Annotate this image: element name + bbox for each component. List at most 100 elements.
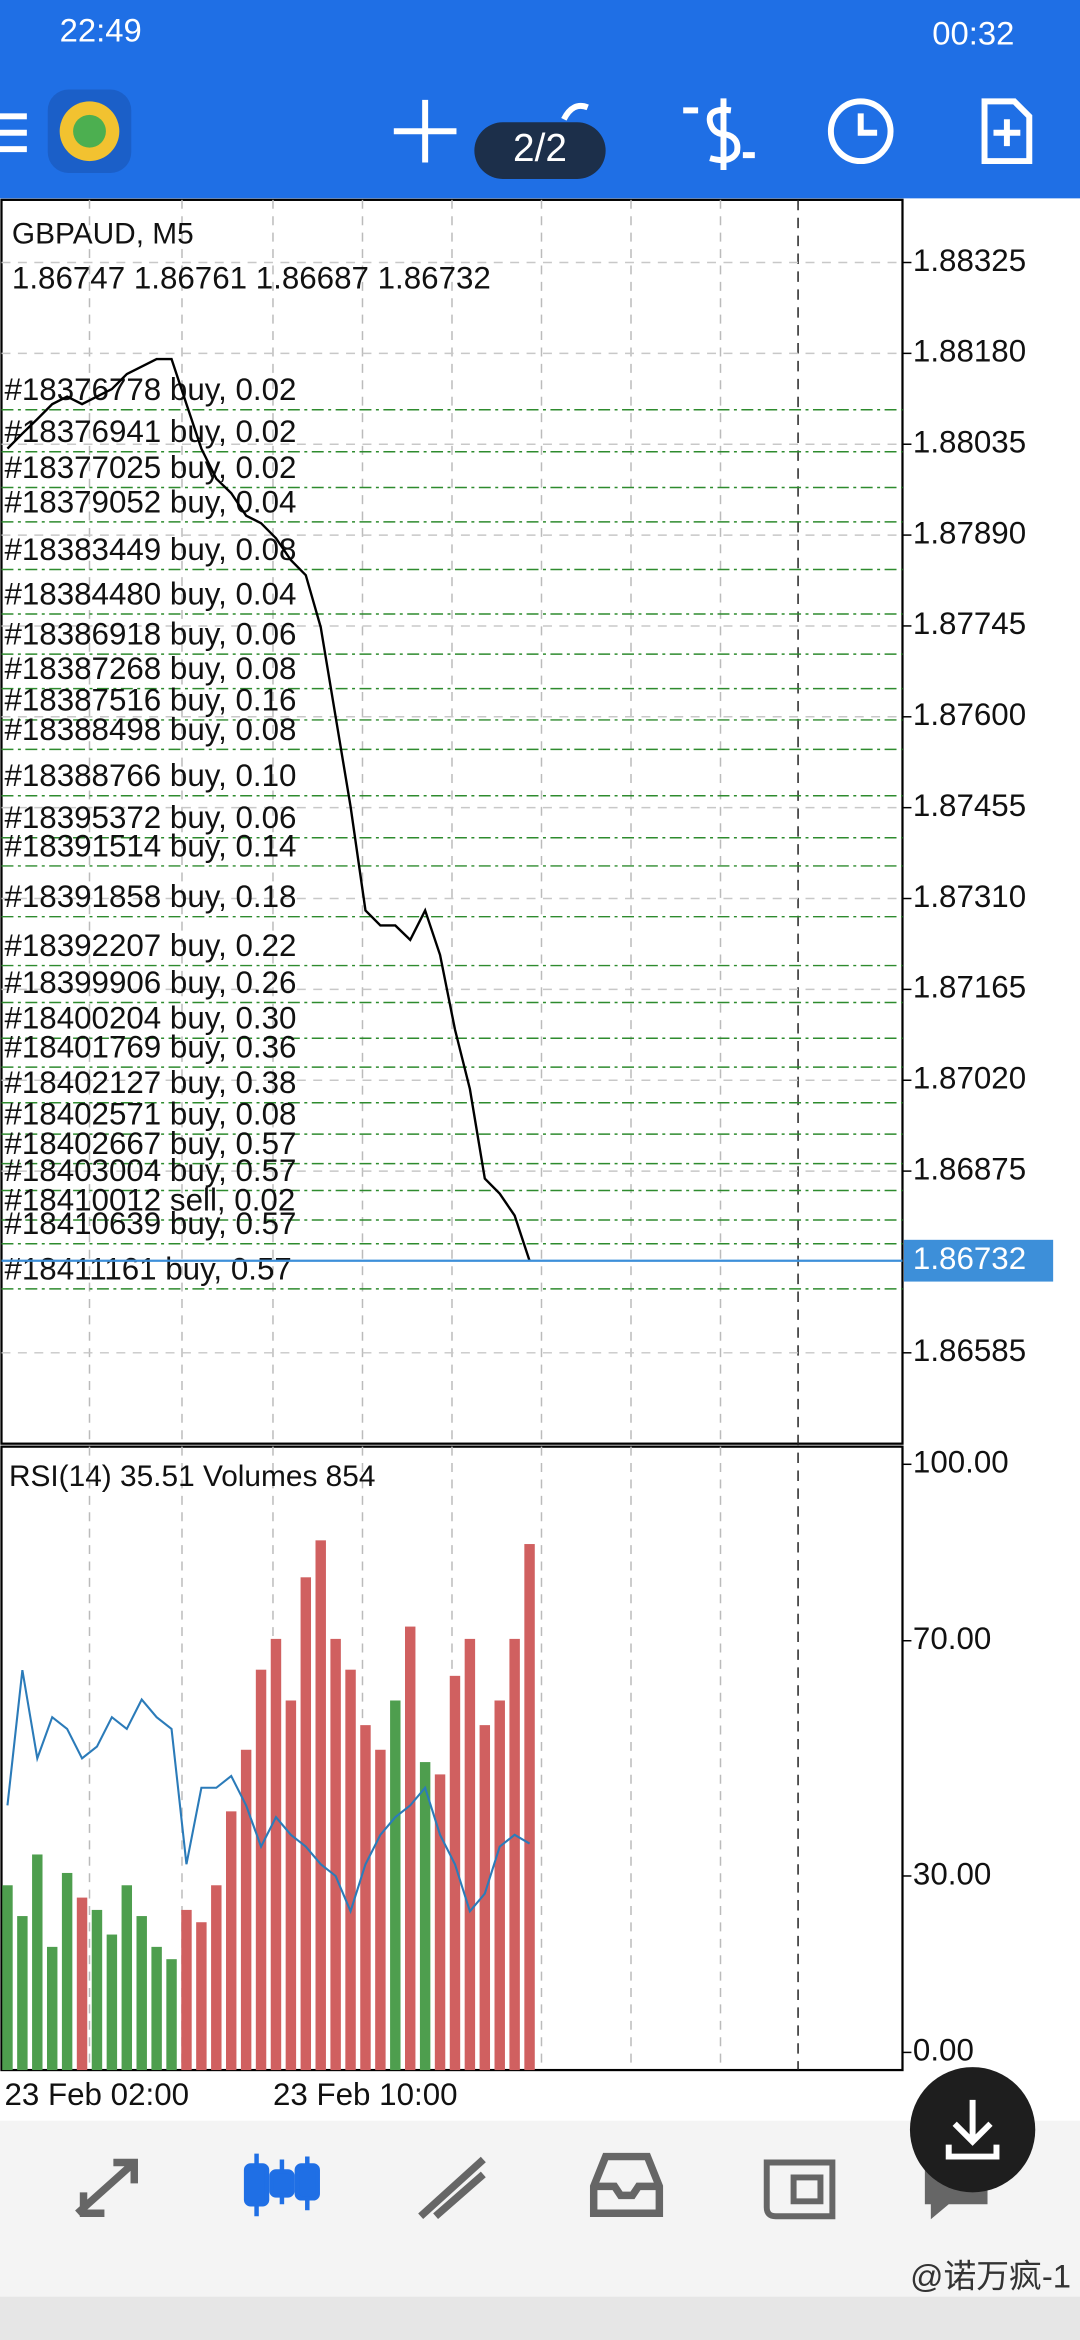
volume-bar [375, 1749, 386, 2071]
y-tick-label: 1.87020 [913, 1061, 1026, 1096]
nav-chart-candle [269, 2169, 295, 2198]
volume-bar [494, 1700, 505, 2071]
menu-line [0, 146, 27, 153]
clock-hands [857, 113, 878, 136]
y-tick-label: 1.87600 [913, 697, 1026, 732]
menu-button[interactable] [0, 113, 27, 153]
volume-bar [91, 1909, 103, 2071]
nav-history-icon [589, 2152, 664, 2217]
nav-news-icon [763, 2159, 836, 2220]
crosshair-button[interactable] [393, 99, 457, 163]
y-tick-label: 1.87455 [913, 788, 1026, 823]
order-label: #18376941 buy, 0.02 [4, 414, 296, 449]
menu-line [0, 129, 27, 136]
clock-face [827, 98, 894, 165]
status-clock: 00:32 [932, 14, 1014, 51]
doc-outline [981, 98, 1033, 165]
y-tick-label: 1.86875 [913, 1151, 1026, 1186]
volume-bar [151, 1946, 162, 2071]
order-label: #18395372 buy, 0.06 [4, 800, 296, 835]
order-label: #18411161 buy, 0.57 [4, 1251, 291, 1286]
volume-bar [285, 1700, 297, 2071]
order-label: #18383449 buy, 0.08 [4, 532, 296, 567]
order-label: #18392207 buy, 0.22 [4, 928, 296, 963]
nav-chart[interactable] [243, 2153, 320, 2217]
volume-bar [345, 1669, 356, 2071]
order-label: #18387516 buy, 0.16 [4, 682, 296, 717]
y-tick-label: 1.87890 [913, 515, 1026, 550]
volume-bar [196, 1922, 207, 2071]
order-label: #18402667 buy, 0.57 [4, 1126, 296, 1161]
system-nav [0, 2296, 1080, 2340]
volume-bar [255, 1669, 267, 2071]
order-label: #18410012 sell, 0.02 [4, 1182, 295, 1217]
nav-chart-candle [243, 2163, 270, 2207]
nav-trade[interactable] [418, 2156, 486, 2220]
x-tick-label: 23 Feb 10:00 [273, 2077, 458, 2112]
volume-bar [419, 1762, 431, 2071]
y-tick-label: 0.00 [913, 2033, 974, 2068]
order-label: #18384480 buy, 0.04 [4, 576, 296, 611]
nav-quotes[interactable] [75, 2158, 138, 2217]
nav-history[interactable] [589, 2152, 664, 2217]
price-line [6, 357, 531, 1262]
order-label: #18403004 buy, 0.57 [4, 1153, 296, 1188]
order-label: #18401769 buy, 0.36 [4, 1029, 296, 1064]
volume-bar [509, 1638, 520, 2071]
app-icon[interactable] [47, 89, 132, 174]
watermark: @诺万疯-1 [910, 2258, 1071, 2295]
indicator-button[interactable] [561, 102, 589, 121]
y-tick-label: 1.88325 [913, 243, 1026, 278]
y-tick-label: 30.00 [913, 1856, 991, 1891]
price-panel [0, 198, 904, 1445]
nav-quotes-icon [75, 2158, 138, 2217]
volume-bar [315, 1540, 326, 2071]
y-tick-label: 1.87745 [913, 606, 1026, 641]
volume-bar [76, 1897, 88, 2071]
y-tick-label: 100.00 [913, 1445, 1009, 1480]
order-label: #18400204 buy, 0.30 [4, 1001, 296, 1036]
y-tick-label: 1.87165 [913, 970, 1026, 1005]
history-button[interactable] [827, 98, 894, 165]
nav-news[interactable] [763, 2159, 836, 2220]
order-label: #18376778 buy, 0.02 [4, 372, 296, 407]
volume-bar [61, 1872, 73, 2071]
order-label: #18377025 buy, 0.02 [4, 450, 296, 485]
rsi-line [6, 1669, 531, 1915]
status-time: 22:49 [60, 11, 142, 48]
volume-bar [390, 1700, 401, 2071]
current-price-box [903, 1239, 1054, 1282]
order-label: #18391514 buy, 0.14 [4, 828, 296, 863]
volume-bar [479, 1725, 491, 2071]
y-tick-label: 1.86585 [913, 1333, 1026, 1368]
order-label: #18391858 buy, 0.18 [4, 879, 296, 914]
volume-bar [524, 1544, 535, 2071]
trade-button[interactable] [683, 98, 755, 171]
page-badge [474, 122, 606, 179]
volume-bar [121, 1885, 133, 2071]
order-label: #18399906 buy, 0.26 [4, 965, 296, 1000]
volume-bar [434, 1774, 446, 2071]
chart-title: GBPAUD, M5 [12, 218, 194, 251]
new-order-button[interactable] [981, 98, 1033, 165]
volume-bar [240, 1749, 252, 2071]
app-icon-core [73, 114, 106, 148]
volume-bar [270, 1638, 282, 2071]
volume-bar [32, 1854, 43, 2071]
volume-bar [2, 1885, 13, 2071]
volume-bar [211, 1885, 222, 2071]
page-indicator: 2/2 [513, 127, 567, 170]
download-arrow [945, 2099, 1000, 2160]
volume-bar [46, 1946, 58, 2071]
volume-bar [449, 1675, 461, 2071]
doc-plus [993, 119, 1021, 147]
volume-bar [136, 1916, 147, 2071]
order-label: #18388766 buy, 0.10 [4, 758, 296, 793]
volume-bar [106, 1934, 118, 2071]
download-button[interactable] [909, 2067, 1036, 2193]
volume-bar [300, 1577, 312, 2071]
chart-layer: 1.88325 1.88180 1.88035 1.87890 1.87745 1.876… [1, 218, 1054, 2112]
y-tick-label: 1.88035 [913, 425, 1026, 460]
